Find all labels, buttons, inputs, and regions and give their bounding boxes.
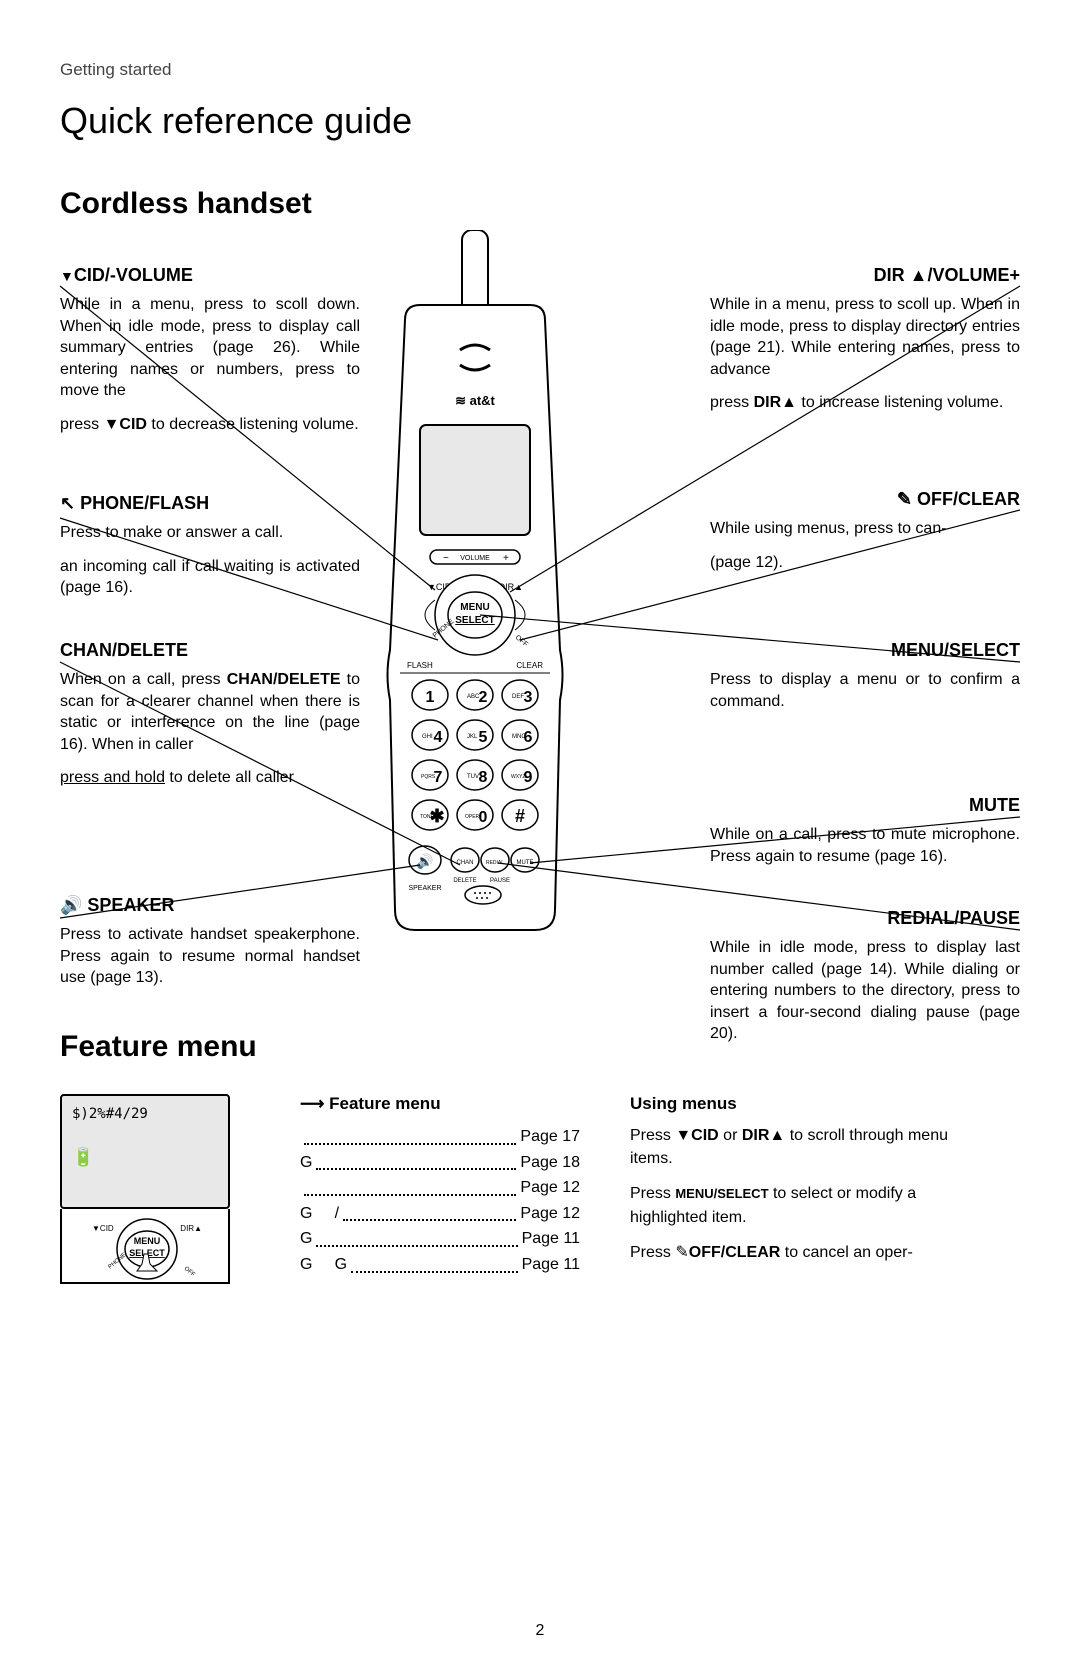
svg-text:7: 7 [434, 769, 443, 786]
callout-dir-volume: DIR ▲/VOLUME+ While in a menu, press to … [710, 265, 1020, 426]
svg-text:MENU: MENU [460, 602, 489, 613]
svg-text:PAUSE: PAUSE [490, 878, 510, 884]
callout-cid-volume: ▼CID/-VOLUME While in a menu, press to s… [60, 265, 360, 448]
feature-menu-item: G GPage 11 [300, 1252, 580, 1278]
callout-off-clear: ✎ OFF/CLEAR While using menus, press to … [710, 489, 1020, 585]
feature-menu-heading: Feature menu [60, 1030, 1020, 1064]
feature-menu-item: G /Page 12 [300, 1201, 580, 1227]
feature-menu-item: GPage 18 [300, 1150, 580, 1176]
svg-text:3: 3 [524, 689, 533, 706]
battery-icon: 🔋 [72, 1147, 218, 1168]
svg-text:0: 0 [479, 809, 488, 826]
section-label: Getting started [60, 60, 1020, 80]
svg-text:🔊: 🔊 [416, 852, 433, 870]
svg-text:4: 4 [434, 729, 443, 746]
feature-menu-item: Page 12 [300, 1175, 580, 1201]
svg-text:2: 2 [479, 689, 488, 706]
svg-text:−: − [443, 553, 449, 564]
svg-text:SPEAKER: SPEAKER [408, 885, 441, 892]
svg-text:JKL: JKL [467, 734, 478, 740]
handset-heading: Cordless handset [60, 187, 1020, 221]
page-title: Quick reference guide [60, 100, 1020, 142]
svg-text:CLEAR: CLEAR [516, 661, 543, 670]
svg-text:MUTE: MUTE [517, 860, 534, 866]
svg-text:GHI: GHI [422, 734, 433, 740]
svg-text:TUV: TUV [467, 774, 479, 780]
page-number: 2 [0, 1622, 1080, 1640]
feature-menu-list: ⟶ Feature menu Page 17GPage 18Page 12G /… [300, 1094, 580, 1284]
svg-text:6: 6 [524, 729, 533, 746]
triangle-down-icon: ▼ [60, 268, 74, 284]
feature-menu-section: Feature menu $)2%#4/29 🔋 ▼CID DIR▲ MENU … [60, 1030, 1020, 1284]
callout-speaker: 🔊 SPEAKER Press to activate handset spea… [60, 895, 360, 1001]
callout-mute: MUTE While on a call, press to mute micr… [710, 795, 1020, 879]
callout-chan-delete: CHAN/DELETE When on a call, press CHAN/D… [60, 640, 360, 801]
svg-text:+: + [503, 553, 509, 564]
svg-text:▼CID: ▼CID [92, 1224, 114, 1233]
svg-text:1: 1 [426, 689, 435, 706]
svg-text:OPER: OPER [465, 814, 480, 820]
feature-menu-using: Using menus Press ▼CID or DIR▲ to scroll… [630, 1094, 990, 1284]
feature-menu-item: GPage 11 [300, 1226, 580, 1252]
phone-illustration: ≋ at&t − VOLUME + ▼CID DIR▲ MENU SELECT … [365, 230, 585, 955]
svg-text:#: # [515, 806, 525, 826]
svg-text:DEF: DEF [512, 694, 524, 700]
feature-menu-screen-illustration: $)2%#4/29 🔋 ▼CID DIR▲ MENU SELECT PHONE … [60, 1094, 250, 1284]
svg-text:SELECT: SELECT [455, 615, 494, 626]
svg-text:✱: ✱ [429, 806, 444, 826]
svg-text:OFF: OFF [183, 1266, 196, 1279]
svg-text:DIR▲: DIR▲ [180, 1224, 202, 1233]
feature-menu-item: Page 17 [300, 1124, 580, 1150]
svg-text:FLASH: FLASH [407, 661, 433, 670]
svg-text:DELETE: DELETE [453, 878, 476, 884]
svg-text:CHAN: CHAN [456, 860, 473, 866]
callout-menu-select: MENU/SELECT Press to display a menu or t… [710, 640, 1020, 724]
svg-text:MENU: MENU [134, 1236, 161, 1246]
svg-text:REDIAL: REDIAL [486, 860, 504, 866]
svg-text:9: 9 [524, 769, 533, 786]
svg-text:8: 8 [479, 769, 488, 786]
svg-text:≋ at&t: ≋ at&t [455, 393, 495, 408]
svg-text:5: 5 [479, 729, 488, 746]
svg-text:VOLUME: VOLUME [460, 555, 490, 562]
callout-phone-flash: ↖ PHONE/FLASH Press to make or answer a … [60, 493, 360, 611]
